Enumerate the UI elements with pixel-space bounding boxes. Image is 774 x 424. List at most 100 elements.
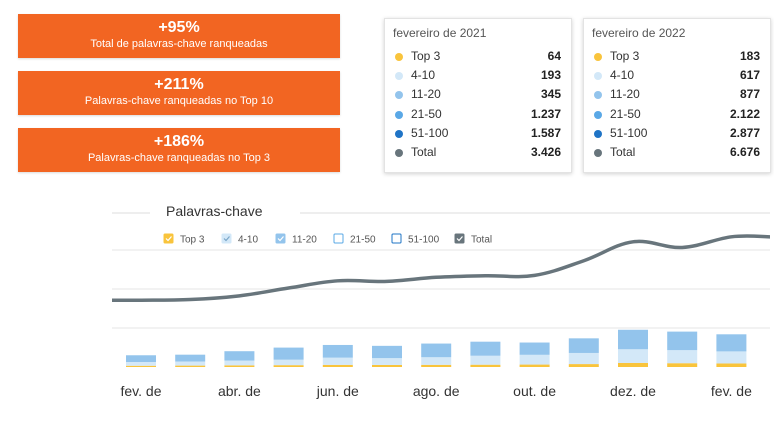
- bar-segment: [322, 357, 353, 365]
- legend-dot-icon: [395, 148, 403, 157]
- row-value: 183: [739, 49, 760, 63]
- legend-item: 4-10: [221, 233, 258, 246]
- legend-dot-icon: [594, 91, 602, 100]
- checkmark-icon: [277, 236, 284, 242]
- legend-item: Top 3: [163, 233, 205, 246]
- summary-card-feb-2021: fevereiro de 2021 Top 3 64 4-10 193 11-20 3…: [384, 18, 572, 173]
- row-label: 4-10: [411, 68, 436, 83]
- bar-segment: [224, 360, 255, 366]
- bar-segment: [618, 329, 648, 350]
- legend-label: 51-100: [408, 235, 440, 246]
- kpi-value: +95%: [158, 19, 200, 36]
- legend-dot-icon: [395, 53, 403, 61]
- bar-segment: [470, 355, 501, 365]
- bar-segment: [667, 363, 698, 367]
- bar-segment: [175, 354, 206, 362]
- card-row-total: Total 3.426: [385, 143, 571, 162]
- kpi-value: +186%: [153, 133, 205, 150]
- legend-label: 4-10: [238, 235, 258, 246]
- legend-swatch-icon: [333, 233, 344, 244]
- legend-swatch-icon: [454, 233, 465, 244]
- bar-segment: [421, 364, 452, 367]
- card-title: fevereiro de 2021: [393, 26, 487, 40]
- bar-segment: [519, 364, 550, 367]
- bar-segment: [273, 359, 304, 366]
- legend-item: 51-100: [391, 233, 440, 246]
- x-tick-label: out. de: [513, 383, 556, 399]
- bar-stack: [618, 329, 648, 367]
- bar-segment: [667, 331, 698, 351]
- x-tick-label: jun. de: [316, 383, 359, 399]
- bar-segment: [322, 364, 353, 367]
- bar-segment: [322, 344, 353, 358]
- row-value: 1.587: [530, 125, 561, 140]
- card-row-51-100: 51-100 2.877: [584, 124, 770, 143]
- bar-segment: [421, 357, 452, 365]
- bar-segment: [716, 363, 747, 367]
- bar-segment: [224, 351, 255, 361]
- row-label: Total: [610, 144, 636, 159]
- row-value: 6.676: [729, 144, 760, 159]
- legend-dot-icon: [594, 148, 602, 157]
- kpi-total-keywords: +95% Total de palavras-chave ranqueadas: [18, 14, 340, 58]
- bar-segment: [273, 347, 304, 360]
- legend-dot-icon: [395, 129, 403, 138]
- bar-segment: [568, 364, 599, 367]
- card-row-11-20: 11-20 345: [385, 85, 571, 104]
- bar-segment: [421, 343, 452, 358]
- legend-label: 11-20: [292, 235, 317, 246]
- legend-item: Total: [454, 233, 492, 246]
- bar-segment: [372, 364, 402, 367]
- keywords-chart: Palavras-chave Top 3 4-10 11-20 21-50 51-100…: [111, 203, 771, 399]
- total-line: [111, 234, 771, 302]
- row-label: 51-100: [610, 125, 648, 140]
- row-value: 2.877: [729, 125, 760, 140]
- card-row-top3: Top 3 183: [584, 47, 770, 66]
- chart-title: Palavras-chave: [166, 203, 263, 219]
- bar-segment: [568, 338, 599, 353]
- row-value: 64: [547, 49, 561, 63]
- legend-dot-icon: [395, 91, 403, 100]
- bar-segment: [175, 361, 206, 366]
- card-row-11-20: 11-20 877: [584, 85, 770, 104]
- legend-dot-icon: [594, 53, 602, 61]
- row-label: 11-20: [411, 87, 441, 102]
- kpi-label: Total de palavras-chave ranqueadas: [90, 38, 268, 50]
- legend-label: Top 3: [180, 235, 205, 246]
- bar-segment: [126, 361, 156, 366]
- card-row-51-100: 51-100 1.587: [385, 124, 571, 143]
- bar-segment: [175, 365, 206, 367]
- x-axis-ticks: fev. de abr. de jun. de ago. de out. de dez. …: [121, 383, 753, 399]
- kpi-top3-keywords: +186% Palavras-chave ranqueadas no Top 3: [18, 128, 340, 172]
- bar-stack: [273, 347, 304, 367]
- kpi-label: Palavras-chave ranqueadas no Top 10: [84, 95, 274, 107]
- bar-segment: [667, 350, 698, 364]
- bar-segment: [716, 334, 747, 352]
- kpi-top10-keywords: +211% Palavras-chave ranqueadas no Top 1…: [18, 71, 340, 115]
- legend-swatch-icon: [391, 233, 402, 244]
- chart-gridlines: [112, 212, 770, 329]
- bar-segment: [470, 341, 501, 356]
- bar-stack: [175, 354, 206, 367]
- legend-dot-icon: [395, 110, 403, 119]
- card-row-21-50: 21-50 2.122: [584, 105, 770, 124]
- checkmark-icon: [456, 236, 463, 242]
- summary-card-feb-2022: fevereiro de 2022 Top 3 183 4-10 617 11-20…: [583, 18, 771, 173]
- card-row-4-10: 4-10 617: [584, 66, 770, 85]
- row-label: 21-50: [610, 106, 641, 121]
- row-value: 345: [540, 87, 561, 102]
- legend-dot-icon: [594, 110, 602, 119]
- kpi-label: Palavras-chave ranqueadas no Top 3: [87, 152, 271, 164]
- legend-swatch-icon: [163, 233, 174, 244]
- legend-label: 21-50: [350, 235, 376, 246]
- card-row-21-50: 21-50 1.237: [385, 105, 571, 124]
- bar-segment: [470, 364, 501, 367]
- bar-stack: [470, 341, 501, 367]
- row-label: Total: [411, 144, 437, 159]
- row-value: 877: [739, 87, 760, 102]
- bar-stack: [126, 355, 156, 367]
- chart-legend: Top 3 4-10 11-20 21-50 51-100 Total: [163, 233, 492, 246]
- bar-segment: [372, 358, 402, 365]
- bar-segment: [568, 352, 599, 365]
- bar-stack: [568, 338, 599, 367]
